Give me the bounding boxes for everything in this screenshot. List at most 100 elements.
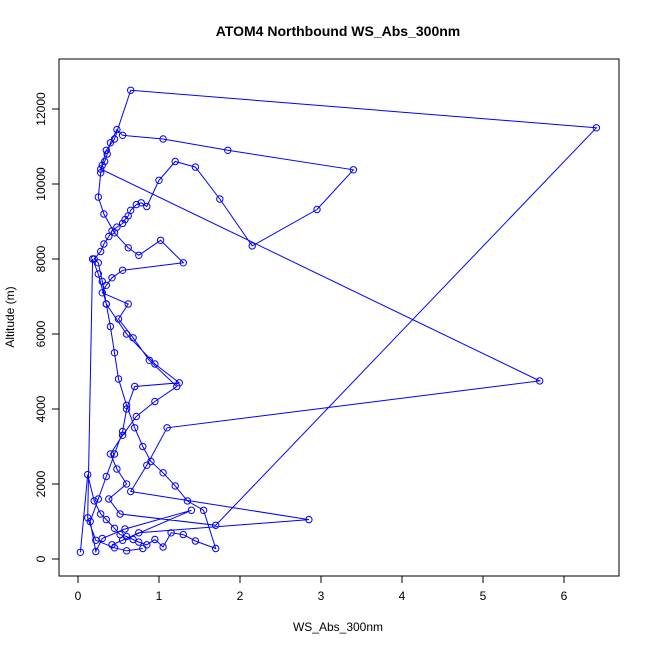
data-point bbox=[191, 163, 200, 171]
data-point bbox=[98, 289, 107, 297]
data-point bbox=[76, 548, 85, 556]
y-tick-label: 10000 bbox=[34, 167, 48, 201]
data-point bbox=[143, 541, 151, 549]
data-point bbox=[98, 277, 107, 286]
data-point bbox=[97, 169, 105, 177]
data-point bbox=[94, 193, 103, 201]
x-axis: 0 1 2 3 4 5 6 bbox=[75, 575, 568, 603]
data-point bbox=[110, 229, 119, 237]
series-line bbox=[79, 89, 598, 554]
data-point bbox=[100, 210, 108, 218]
data-point bbox=[313, 205, 321, 214]
data-point bbox=[173, 382, 181, 391]
y-axis: 0 2000 4000 6000 8000 10000 12000 bbox=[34, 92, 60, 562]
data-point bbox=[92, 536, 100, 544]
data-point bbox=[151, 397, 159, 406]
data-point bbox=[171, 157, 179, 166]
data-point bbox=[224, 146, 232, 155]
data-point bbox=[212, 544, 220, 553]
data-point bbox=[110, 524, 119, 532]
data-point bbox=[132, 200, 141, 209]
data-point bbox=[113, 465, 121, 473]
data-point bbox=[84, 470, 92, 479]
data-point bbox=[98, 534, 107, 543]
data-point bbox=[84, 514, 92, 522]
data-point bbox=[129, 334, 137, 342]
data-point bbox=[122, 401, 131, 409]
y-tick-label: 8000 bbox=[34, 245, 48, 272]
data-point bbox=[145, 356, 154, 364]
x-tick-label: 1 bbox=[156, 589, 163, 603]
data-point bbox=[92, 547, 100, 556]
plot-area-frame bbox=[58, 58, 620, 577]
data-point bbox=[137, 199, 145, 207]
chart-title: ATOM4 Northbound WS_Abs_300nm bbox=[216, 23, 461, 39]
data-point bbox=[118, 131, 127, 140]
data-point bbox=[113, 125, 121, 134]
data-point bbox=[132, 412, 141, 421]
data-point bbox=[179, 259, 188, 267]
x-tick-label: 4 bbox=[399, 589, 406, 603]
data-point bbox=[122, 405, 131, 413]
data-point bbox=[94, 495, 103, 503]
data-point bbox=[94, 259, 103, 267]
data-point bbox=[88, 255, 97, 263]
data-point bbox=[98, 161, 107, 170]
data-point bbox=[90, 497, 98, 505]
data-point bbox=[147, 457, 155, 466]
data-point bbox=[106, 322, 115, 331]
data-point bbox=[199, 506, 208, 514]
data-point bbox=[349, 166, 358, 174]
y-axis-label: Altitude (m) bbox=[3, 286, 17, 347]
data-point bbox=[102, 146, 111, 155]
data-point bbox=[94, 270, 103, 278]
data-point bbox=[143, 202, 151, 211]
data-point bbox=[139, 442, 147, 451]
data-point bbox=[121, 525, 129, 533]
data-point bbox=[183, 497, 192, 505]
x-tick-label: 5 bbox=[480, 589, 487, 603]
data-point bbox=[102, 281, 111, 289]
x-tick-label: 3 bbox=[318, 589, 325, 603]
data-point bbox=[131, 424, 139, 432]
data-point bbox=[105, 495, 113, 503]
data-point bbox=[102, 472, 111, 481]
data-point bbox=[175, 379, 184, 387]
data-point bbox=[536, 377, 544, 385]
data-point bbox=[102, 300, 111, 308]
data-point bbox=[159, 469, 167, 477]
y-tick-label: 12000 bbox=[34, 92, 48, 126]
data-point bbox=[135, 538, 143, 546]
data-point bbox=[163, 424, 171, 432]
data-point bbox=[105, 232, 113, 241]
data-point bbox=[116, 510, 124, 518]
data-point bbox=[155, 176, 163, 185]
data-point bbox=[212, 521, 220, 529]
data-point bbox=[122, 532, 131, 541]
data-point bbox=[127, 86, 135, 95]
data-point bbox=[110, 349, 119, 357]
data-point bbox=[102, 515, 111, 524]
series-layer bbox=[76, 86, 601, 556]
data-point bbox=[103, 150, 111, 158]
data-point bbox=[124, 300, 132, 308]
data-point bbox=[110, 544, 119, 552]
y-tick-label: 2000 bbox=[34, 470, 48, 497]
data-point bbox=[114, 315, 123, 323]
data-point bbox=[101, 157, 109, 166]
data-point bbox=[122, 330, 131, 338]
data-point bbox=[97, 510, 105, 518]
data-point bbox=[167, 529, 175, 537]
y-tick-label: 4000 bbox=[34, 395, 48, 422]
data-point bbox=[127, 487, 135, 496]
data-point bbox=[106, 450, 115, 458]
data-point bbox=[118, 219, 127, 228]
data-point bbox=[122, 480, 131, 488]
data-point bbox=[151, 535, 159, 544]
x-tick-label: 2 bbox=[237, 589, 244, 603]
x-tick-label: 6 bbox=[561, 589, 568, 603]
data-point bbox=[159, 135, 167, 143]
data-point bbox=[106, 139, 115, 147]
data-point bbox=[110, 450, 119, 458]
